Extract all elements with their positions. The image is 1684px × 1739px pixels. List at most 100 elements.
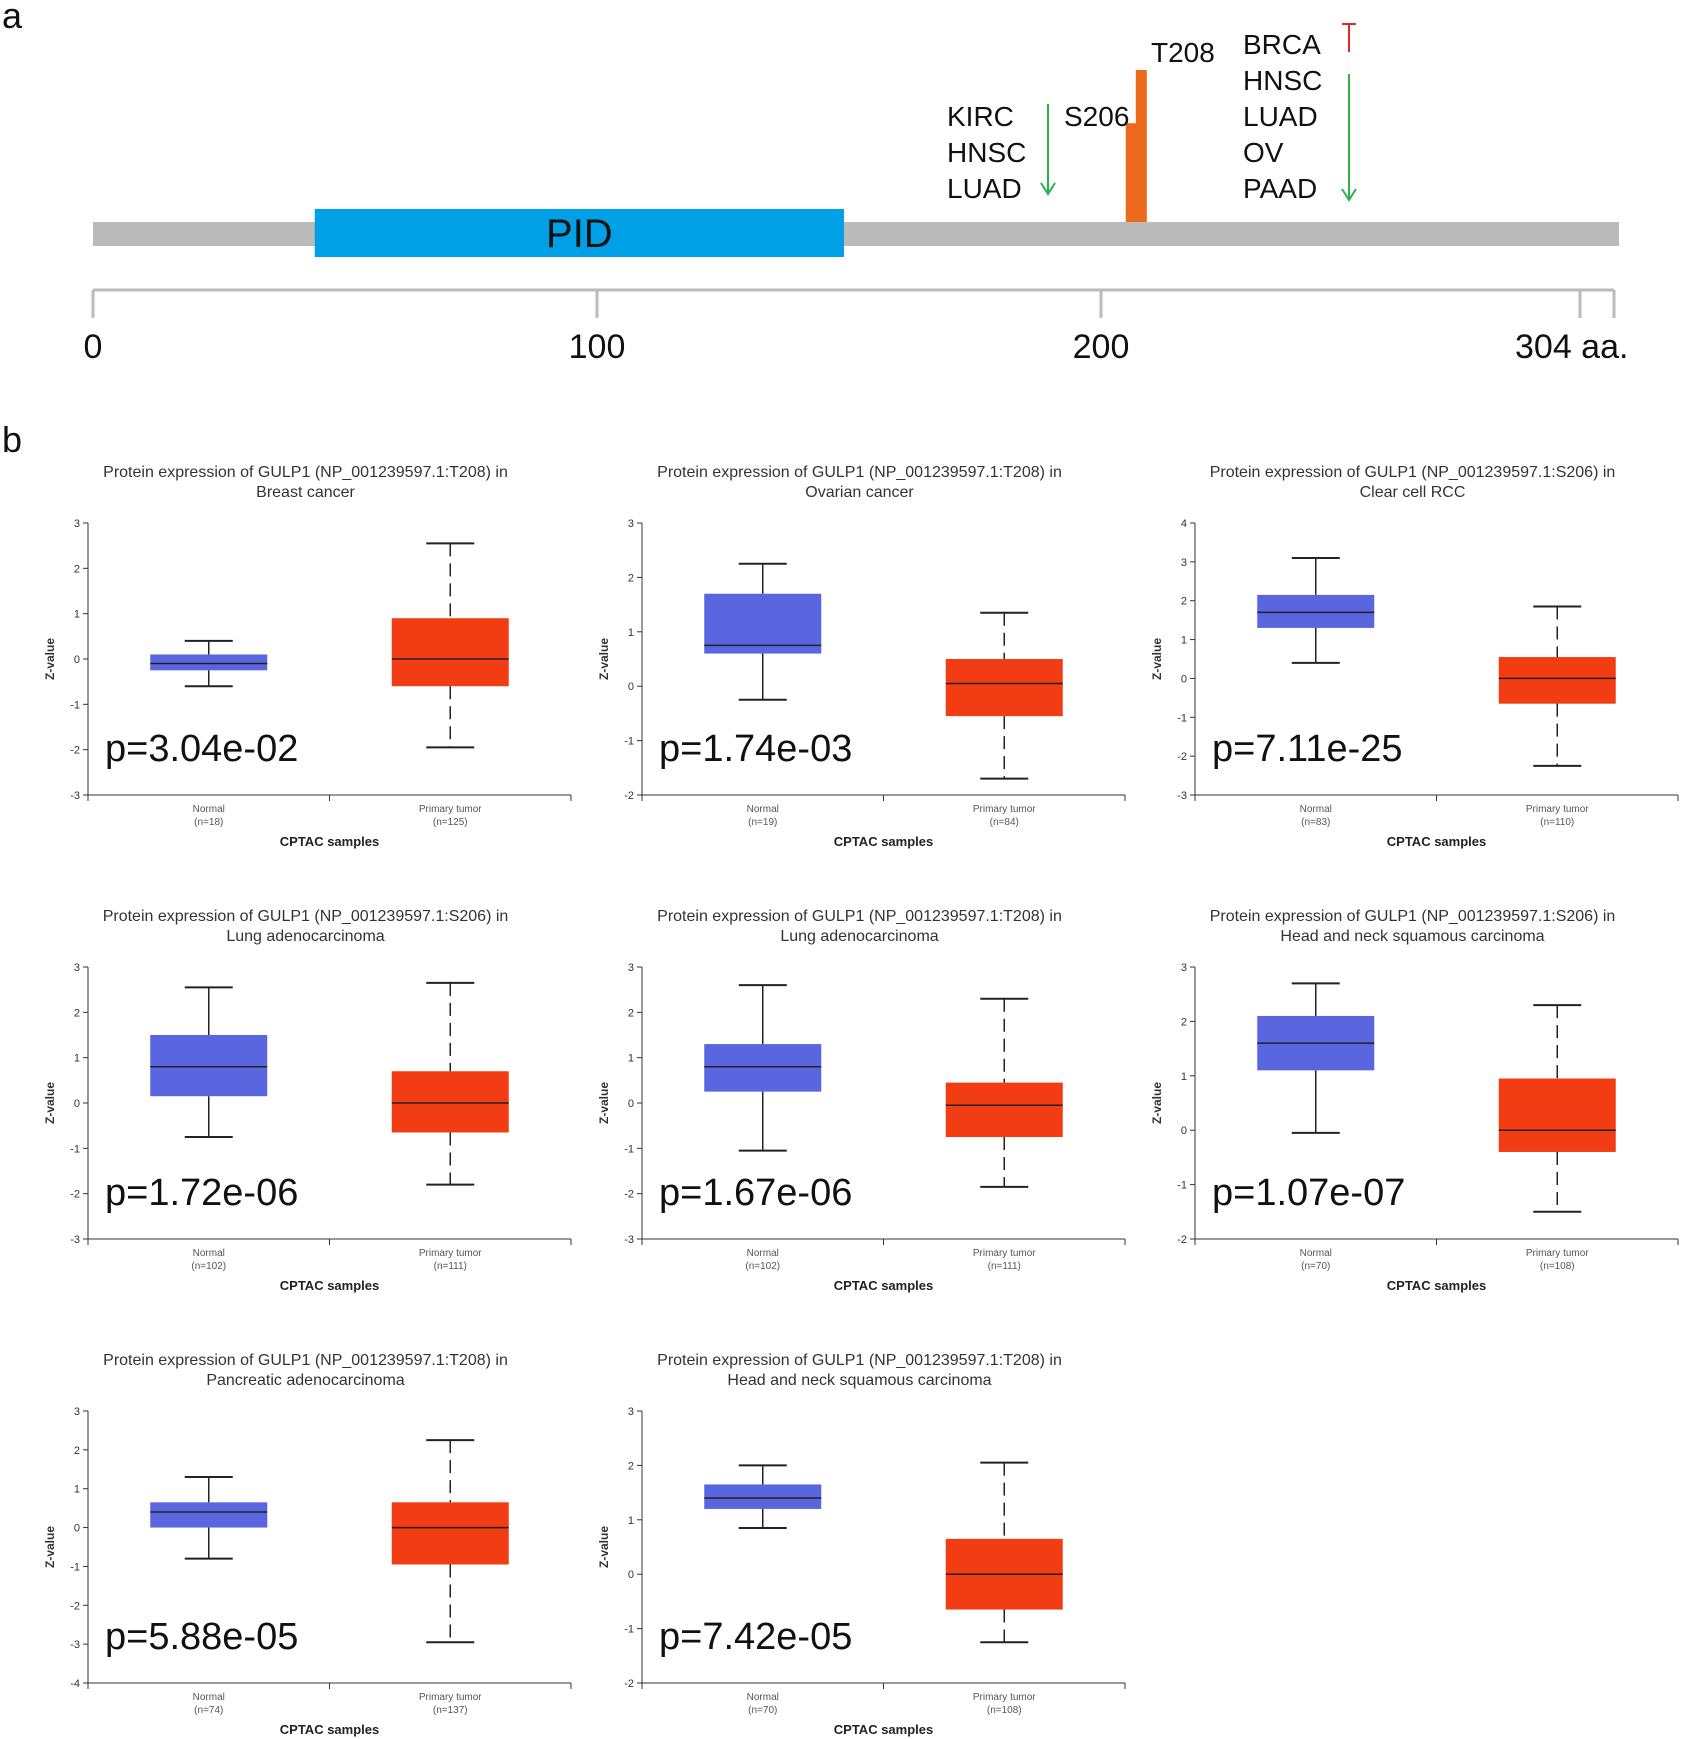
group-n-label: (n=111) [434, 1261, 467, 1272]
chart-subtitle: Head and neck squamous carcinoma [727, 1372, 991, 1389]
y-tick-label: 1 [74, 609, 80, 621]
y-axis-title: Z-value [597, 1082, 611, 1124]
y-tick-label: 2 [74, 1007, 80, 1019]
left-cancer-kirc: KIRC [947, 101, 1014, 132]
x-axis-title: CPTAC samples [280, 1278, 379, 1293]
y-axis-title: Z-value [43, 1526, 57, 1568]
chart-subtitle: Breast cancer [256, 484, 355, 501]
chart-subtitle: Lung adenocarcinoma [226, 928, 384, 945]
pid-domain [314, 209, 844, 257]
y-tick-label: 0 [1181, 673, 1187, 685]
box-normal [150, 1502, 268, 1528]
chart-title: Protein expression of GULP1 (NP_00123959… [1210, 464, 1616, 481]
group-n-label: (n=19) [748, 817, 777, 828]
y-axis-title: Z-value [43, 638, 57, 680]
boxplot-chart-3: Protein expression of GULP1 (NP_00123959… [1150, 464, 1679, 849]
group-label: Normal [193, 1692, 225, 1703]
chart-subtitle: Lung adenocarcinoma [780, 928, 938, 945]
site-bar-s206 [1125, 123, 1137, 222]
axis-tick-label: 304 aa. [1515, 328, 1628, 366]
boxplot-chart-8: Protein expression of GULP1 (NP_00123959… [597, 1352, 1126, 1737]
y-axis-title: Z-value [1150, 638, 1164, 680]
group-n-label: (n=108) [987, 1705, 1022, 1716]
y-tick-label: 0 [628, 681, 634, 693]
boxplot-chart-1: Protein expression of GULP1 (NP_00123959… [43, 464, 572, 849]
box-normal [704, 1484, 822, 1509]
p-value-label: p=1.07e-07 [1212, 1172, 1405, 1214]
p-value-label: p=7.42e-05 [659, 1616, 852, 1658]
site-label-t208: T208 [1151, 37, 1215, 68]
group-n-label: (n=110) [1540, 817, 1574, 828]
down-arrow-icon [1341, 74, 1357, 202]
y-tick-label: -2 [1177, 751, 1187, 763]
boxplot-chart-5: Protein expression of GULP1 (NP_00123959… [597, 908, 1126, 1293]
x-axis-title: CPTAC samples [1387, 1278, 1486, 1293]
box-normal [150, 1035, 268, 1097]
chart-title: Protein expression of GULP1 (NP_00123959… [657, 1352, 1062, 1369]
group-label: Normal [747, 804, 779, 815]
panel-b: b Protein expression of GULP1 (NP_001239… [2, 419, 1679, 1737]
box-tumor [391, 1071, 509, 1133]
position-axis-ticks [91, 290, 1616, 318]
group-label: Primary tumor [419, 1248, 482, 1259]
right-cancer-brca: BRCA [1243, 29, 1321, 60]
group-n-label: (n=125) [433, 817, 468, 828]
y-tick-label: -3 [1177, 790, 1187, 802]
p-value-label: p=1.67e-06 [659, 1172, 852, 1214]
pid-domain-label: PID [546, 212, 613, 256]
group-label: Normal [747, 1248, 779, 1259]
y-tick-label: 2 [1181, 596, 1187, 608]
up-arrow-icon [1342, 23, 1356, 52]
group-n-label: (n=18) [194, 817, 223, 828]
boxplot-chart-6: Protein expression of GULP1 (NP_00123959… [1150, 908, 1679, 1293]
y-axis-title: Z-value [1150, 1082, 1164, 1124]
y-tick-label: 0 [74, 1098, 80, 1110]
boxplot-chart-4: Protein expression of GULP1 (NP_00123959… [43, 908, 572, 1293]
y-tick-label: 3 [628, 518, 634, 530]
box-tumor [945, 659, 1063, 717]
y-tick-label: 1 [74, 1053, 80, 1065]
group-n-label: (n=102) [191, 1261, 226, 1272]
y-tick-label: 1 [628, 1053, 634, 1065]
group-label: Primary tumor [419, 1692, 482, 1703]
group-n-label: (n=84) [990, 817, 1019, 828]
y-tick-label: -1 [70, 1561, 80, 1573]
x-axis-title: CPTAC samples [834, 834, 933, 849]
y-axis-title: Z-value [43, 1082, 57, 1124]
x-axis-title: CPTAC samples [1387, 834, 1486, 849]
chart-title: Protein expression of GULP1 (NP_00123959… [103, 464, 508, 481]
boxplot-chart-7: Protein expression of GULP1 (NP_00123959… [43, 1352, 572, 1737]
box-tumor [391, 618, 509, 687]
group-n-label: (n=74) [194, 1705, 223, 1716]
p-value-label: p=1.72e-06 [105, 1172, 298, 1214]
group-n-label: (n=70) [748, 1705, 777, 1716]
boxplot-chart-2: Protein expression of GULP1 (NP_00123959… [597, 464, 1126, 849]
y-tick-label: -1 [70, 1143, 80, 1155]
group-label: Normal [1300, 804, 1332, 815]
right-cancer-paad: PAAD [1243, 173, 1317, 204]
chart-title: Protein expression of GULP1 (NP_00123959… [657, 464, 1062, 481]
y-tick-label: -3 [70, 790, 80, 802]
group-n-label: (n=70) [1301, 1261, 1330, 1272]
boxplot-grid: Protein expression of GULP1 (NP_00123959… [43, 464, 1679, 1737]
y-tick-label: 3 [74, 518, 80, 530]
y-tick-label: 2 [628, 1007, 634, 1019]
y-tick-label: 2 [74, 1445, 80, 1457]
y-tick-label: -2 [624, 1189, 634, 1201]
box-normal [704, 1044, 822, 1092]
group-label: Normal [1300, 1248, 1332, 1259]
left-cancer-hnsc: HNSC [947, 137, 1026, 168]
box-normal [704, 593, 822, 654]
y-tick-label: 1 [74, 1484, 80, 1496]
y-tick-label: 3 [628, 962, 634, 974]
x-axis-title: CPTAC samples [280, 1722, 379, 1737]
y-tick-label: 0 [74, 654, 80, 666]
chart-title: Protein expression of GULP1 (NP_00123959… [103, 908, 509, 925]
y-tick-label: -1 [624, 736, 634, 748]
site-label-s206: S206 [1064, 101, 1129, 132]
chart-title: Protein expression of GULP1 (NP_00123959… [103, 1352, 508, 1369]
panel-a-label: a [2, 0, 23, 36]
axis-tick-label: 0 [84, 328, 103, 366]
y-tick-label: 0 [1181, 1125, 1187, 1137]
y-tick-label: -3 [624, 1234, 634, 1246]
